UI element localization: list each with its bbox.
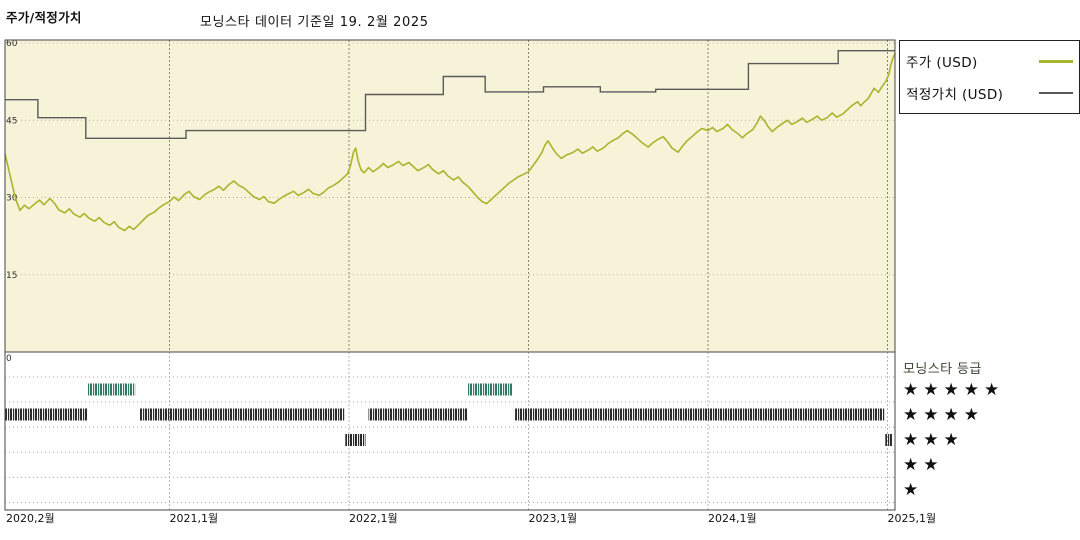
plot-background xyxy=(5,40,895,352)
rating-legend-title: 모닝스타 등급 xyxy=(903,362,982,377)
chart-section-label: 주가/적정가치 xyxy=(6,10,82,25)
legend-row-fairvalue: 적정가치 (USD) xyxy=(906,83,1073,103)
rating-band-4star xyxy=(368,408,468,421)
star-row-4: ★★★★ xyxy=(903,404,984,425)
star-row-5: ★★★★★ xyxy=(903,379,1005,400)
y-tick-label: 60 xyxy=(6,39,18,49)
rating-band-3star xyxy=(345,434,366,446)
legend-row-price: 주가 (USD) xyxy=(906,51,1073,71)
fairvalue-line-swatch xyxy=(1039,92,1073,94)
x-tick-label: 2022,1월 xyxy=(349,512,398,525)
rating-band-4star xyxy=(139,408,345,421)
rating-band-4star xyxy=(5,408,88,421)
y-tick-label: 0 xyxy=(6,354,12,364)
star-row-1: ★ xyxy=(903,480,924,501)
rating-band-5star xyxy=(87,383,136,396)
y-tick-label: 15 xyxy=(6,271,17,281)
legend-fairvalue-label: 적정가치 (USD) xyxy=(906,87,1004,103)
y-tick-label: 30 xyxy=(6,194,18,204)
star-row-3: ★★★ xyxy=(903,429,964,450)
legend-price-label: 주가 (USD) xyxy=(906,55,978,71)
page-title: 모닝스타 데이터 기준일 19. 2월 2025 xyxy=(200,15,429,30)
x-tick-label: 2023,1월 xyxy=(529,512,578,525)
chart-legend: 주가 (USD) 적정가치 (USD) xyxy=(899,40,1080,114)
price-line xyxy=(4,52,896,232)
rating-legend: 모닝스타 등급 ★★★★★ ★★★★ ★★★ ★★ ★ xyxy=(903,352,1079,503)
rating-panel-background xyxy=(5,352,895,510)
rating-band-3star xyxy=(885,434,892,446)
x-tick-label: 2024,1월 xyxy=(708,512,757,525)
rating-panel-border xyxy=(4,351,896,511)
x-tick-label: 2021,1월 xyxy=(170,512,219,525)
price-line-swatch xyxy=(1039,59,1073,63)
y-tick-label: 45 xyxy=(6,116,17,126)
x-tick-label: 2020,2월 xyxy=(6,512,55,525)
star-row-2: ★★ xyxy=(903,455,944,476)
rating-band-5star xyxy=(467,383,513,396)
rating-band-4star xyxy=(515,408,885,421)
fair-value-line xyxy=(5,50,895,139)
x-tick-label: 2025,1월 xyxy=(888,512,937,525)
